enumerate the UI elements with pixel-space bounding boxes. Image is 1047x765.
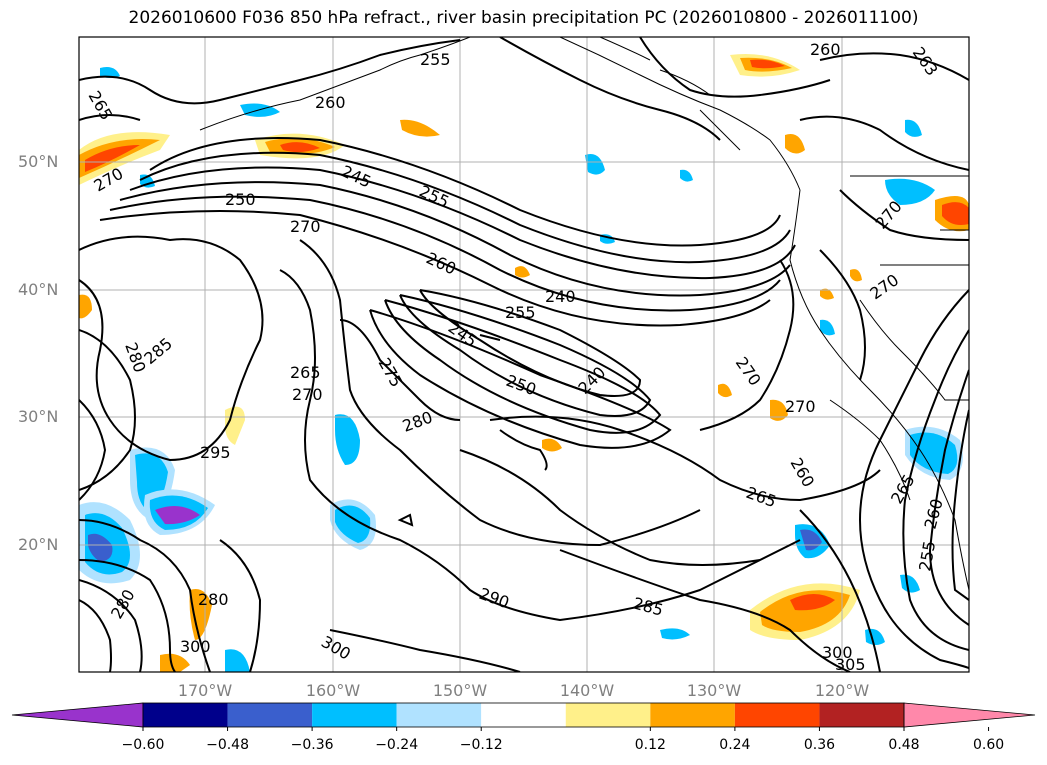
contour-label: 265 [744, 483, 779, 511]
colorbar-extend-low [11, 702, 144, 728]
contour-labels: 265 255 260 260 263 270 245 255 250 270 … [85, 40, 947, 674]
contour-label: 300 [180, 637, 211, 656]
colorbar [11, 702, 1036, 731]
colorbar-segment [819, 703, 904, 727]
map-content: 265 255 260 260 263 270 245 255 250 270 … [79, 37, 969, 674]
colorbar-segment [396, 703, 482, 727]
contour-label: 260 [921, 497, 947, 531]
map-title: 2026010600 F036 850 hPa refract., river … [128, 8, 919, 28]
contour-label: 280 [400, 407, 435, 435]
colorbar-outline [142, 702, 905, 728]
contour-label: 250 [225, 190, 256, 209]
colorbar-tick-label: −0.24 [375, 737, 419, 753]
contour-label: 300 [318, 632, 354, 664]
map-gridlines [79, 37, 969, 672]
lat-label-40n: 40°N [18, 280, 59, 299]
contour-label: 270 [866, 270, 902, 303]
contour-label: 285 [631, 594, 665, 620]
contour-label: 280 [198, 590, 229, 609]
colorbar-tick-label: −0.36 [290, 737, 334, 753]
contour-label: 270 [290, 217, 321, 236]
lat-label-30n: 30°N [18, 407, 59, 426]
colorbar-tick-label: 0.24 [719, 737, 751, 753]
colorbar-segment [481, 703, 566, 727]
contour-label: 260 [423, 248, 459, 278]
contour-label: 260 [810, 40, 841, 59]
contour-label: 305 [835, 655, 866, 674]
contour-label: 265 [290, 363, 321, 382]
colorbar-tick-label: −0.60 [121, 737, 165, 753]
colorbar-tick-label: 0.12 [634, 737, 666, 753]
colorbar-tick-label: −0.12 [459, 737, 503, 753]
colorbar-segment [312, 703, 397, 727]
map-frame [78, 36, 970, 673]
lat-label-20n: 20°N [18, 535, 59, 554]
contour-label: 263 [909, 43, 942, 79]
contour-label: 270 [292, 385, 323, 404]
colorbar-tick-label: 0.36 [803, 737, 836, 753]
colorbar-segment [143, 703, 228, 727]
lon-label-120w: 120°W [814, 681, 870, 700]
contour-label: 300 [822, 643, 853, 662]
contour-label: 260 [787, 455, 819, 491]
colorbar-tick-label: 0.48 [888, 737, 920, 753]
contour-label: 260 [315, 93, 346, 112]
contour-label: 270 [785, 397, 816, 416]
precip-positive-patches [79, 54, 969, 672]
colorbar-segment [734, 703, 820, 727]
colorbar-extend-high [903, 702, 1036, 728]
colorbar-tick-label: −0.48 [206, 737, 249, 753]
colorbar-segment [650, 703, 735, 727]
contour-label: 250 [504, 371, 539, 399]
contour-label: 255 [915, 539, 939, 572]
contour-label: 265 [887, 471, 919, 507]
contour-label: 280 [107, 586, 139, 622]
lon-label-160w: 160°W [305, 681, 361, 700]
contour-label: 245 [445, 318, 481, 351]
lon-label-140w: 140°W [559, 681, 615, 700]
lon-label-150w: 150°W [432, 681, 488, 700]
contour-label: 240 [545, 287, 576, 306]
contour-label: 290 [477, 584, 512, 612]
colorbar-segment [565, 703, 651, 727]
contour-label: 255 [420, 50, 451, 69]
colorbar-tick-label: 0.60 [972, 737, 1005, 753]
refractivity-contours [79, 37, 969, 672]
colorbar-segment [227, 703, 313, 727]
lon-label-170w: 170°W [177, 681, 233, 700]
lon-label-130w: 130°W [686, 681, 742, 700]
contour-label: 295 [200, 443, 231, 462]
contour-label: 255 [505, 303, 536, 322]
lat-label-50n: 50°N [18, 152, 59, 171]
contour-label: 270 [732, 353, 765, 389]
